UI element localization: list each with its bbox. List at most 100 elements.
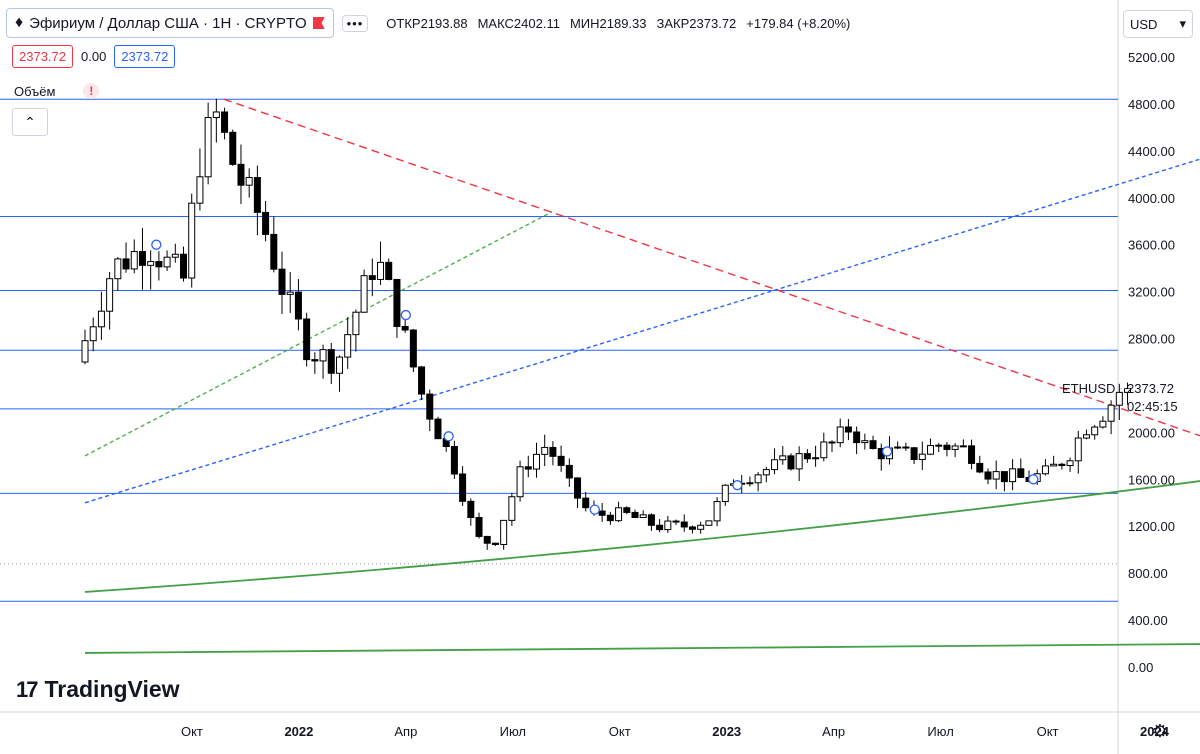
- candle-body[interactable]: [746, 482, 754, 485]
- candle-body[interactable]: [327, 349, 335, 374]
- candle-body[interactable]: [968, 445, 976, 464]
- candle-body[interactable]: [754, 474, 762, 484]
- candle-body[interactable]: [976, 462, 984, 473]
- currency-select[interactable]: USD ▾: [1123, 10, 1193, 38]
- candle-body[interactable]: [106, 278, 114, 312]
- candle-body[interactable]: [401, 325, 409, 331]
- candle-body[interactable]: [664, 520, 672, 531]
- candle-body[interactable]: [721, 484, 729, 503]
- candle-body[interactable]: [368, 275, 376, 280]
- candle-body[interactable]: [1017, 468, 1025, 478]
- flag-icon[interactable]: [312, 17, 325, 29]
- candle-body[interactable]: [483, 535, 491, 544]
- candle-body[interactable]: [1107, 404, 1115, 422]
- candle-body[interactable]: [467, 500, 475, 519]
- buy-price-button[interactable]: 2373.72: [114, 45, 176, 68]
- candle-body[interactable]: [541, 446, 549, 455]
- candle-body[interactable]: [335, 356, 343, 374]
- candle-body[interactable]: [508, 496, 516, 521]
- candle-body[interactable]: [1082, 434, 1090, 439]
- candle-body[interactable]: [853, 431, 861, 444]
- candle-body[interactable]: [459, 473, 467, 502]
- candle-body[interactable]: [779, 455, 787, 461]
- gear-icon[interactable]: ⚙: [1151, 720, 1169, 741]
- candle-body[interactable]: [122, 258, 130, 270]
- candle-body[interactable]: [311, 359, 319, 362]
- candle-body[interactable]: [245, 177, 253, 186]
- candle-body[interactable]: [1058, 463, 1066, 467]
- candle-body[interactable]: [902, 446, 910, 449]
- candle-body[interactable]: [549, 446, 557, 457]
- candle-body[interactable]: [1124, 388, 1132, 393]
- candle-body[interactable]: [426, 393, 434, 420]
- sell-price-button[interactable]: 2373.72: [12, 45, 73, 68]
- candle-body[interactable]: [303, 318, 311, 361]
- candle-body[interactable]: [1041, 465, 1049, 475]
- candle-body[interactable]: [344, 334, 352, 358]
- candle-body[interactable]: [294, 291, 302, 320]
- candle-body[interactable]: [360, 275, 368, 313]
- candle-body[interactable]: [286, 291, 294, 295]
- tradingview-logo[interactable]: 17 TradingView: [16, 676, 180, 703]
- candle-body[interactable]: [656, 524, 664, 531]
- candle-body[interactable]: [894, 446, 902, 449]
- candle-body[interactable]: [582, 497, 590, 509]
- event-marker[interactable]: [400, 309, 412, 321]
- candle-body[interactable]: [935, 444, 943, 447]
- candle-body[interactable]: [409, 329, 417, 368]
- trendline-green-flat[interactable]: [84, 643, 1200, 654]
- trendline-blue-dashed[interactable]: [84, 139, 1200, 504]
- candle-body[interactable]: [647, 514, 655, 526]
- candle-body[interactable]: [147, 261, 155, 266]
- candle-body[interactable]: [434, 418, 442, 440]
- candle-body[interactable]: [869, 440, 877, 449]
- candle-body[interactable]: [828, 441, 836, 444]
- candle-body[interactable]: [615, 507, 623, 522]
- candle-body[interactable]: [204, 117, 212, 178]
- candle-body[interactable]: [598, 510, 606, 516]
- candle-body[interactable]: [927, 445, 935, 455]
- candle-body[interactable]: [491, 542, 499, 545]
- candle-body[interactable]: [836, 426, 844, 444]
- trendline-green-dashed[interactable]: [84, 211, 553, 457]
- candle-body[interactable]: [163, 256, 171, 268]
- candle-body[interactable]: [1066, 460, 1074, 467]
- candle-body[interactable]: [812, 457, 820, 460]
- candle-body[interactable]: [1000, 471, 1008, 483]
- candle-body[interactable]: [861, 440, 869, 444]
- candle-body[interactable]: [114, 258, 122, 280]
- event-marker[interactable]: [881, 446, 893, 457]
- candle-body[interactable]: [500, 519, 508, 545]
- candle-body[interactable]: [606, 514, 614, 522]
- event-marker[interactable]: [151, 239, 162, 250]
- candle-body[interactable]: [278, 268, 286, 295]
- candle-body[interactable]: [385, 261, 393, 280]
- candle-body[interactable]: [270, 233, 278, 270]
- candle-body[interactable]: [89, 326, 97, 342]
- more-options-button[interactable]: •••: [341, 14, 369, 32]
- candle-body[interactable]: [262, 211, 270, 235]
- candle-body[interactable]: [639, 514, 647, 518]
- candle-body[interactable]: [680, 521, 688, 528]
- candle-body[interactable]: [188, 202, 196, 279]
- candle-body[interactable]: [229, 131, 237, 165]
- candle-body[interactable]: [138, 251, 146, 266]
- candle-body[interactable]: [565, 464, 573, 479]
- candle-body[interactable]: [910, 447, 918, 460]
- candle-body[interactable]: [574, 477, 582, 499]
- candle-body[interactable]: [418, 366, 426, 395]
- candle-body[interactable]: [180, 253, 188, 279]
- candle-body[interactable]: [171, 253, 179, 258]
- candle-body[interactable]: [97, 310, 105, 328]
- candle-body[interactable]: [532, 453, 540, 470]
- candle-body[interactable]: [713, 501, 721, 522]
- candle-body[interactable]: [81, 340, 89, 363]
- symbol-title-box[interactable]: ♦ Эфириум / Доллар США · 1Н · CRYPTO: [6, 8, 334, 38]
- trendline-red-dashed[interactable]: [223, 98, 1200, 458]
- candle-body[interactable]: [516, 466, 524, 498]
- event-marker[interactable]: [443, 431, 454, 442]
- candle-body[interactable]: [377, 261, 385, 280]
- candle-body[interactable]: [475, 517, 483, 537]
- candle-body[interactable]: [212, 111, 220, 119]
- candle-body[interactable]: [319, 349, 327, 362]
